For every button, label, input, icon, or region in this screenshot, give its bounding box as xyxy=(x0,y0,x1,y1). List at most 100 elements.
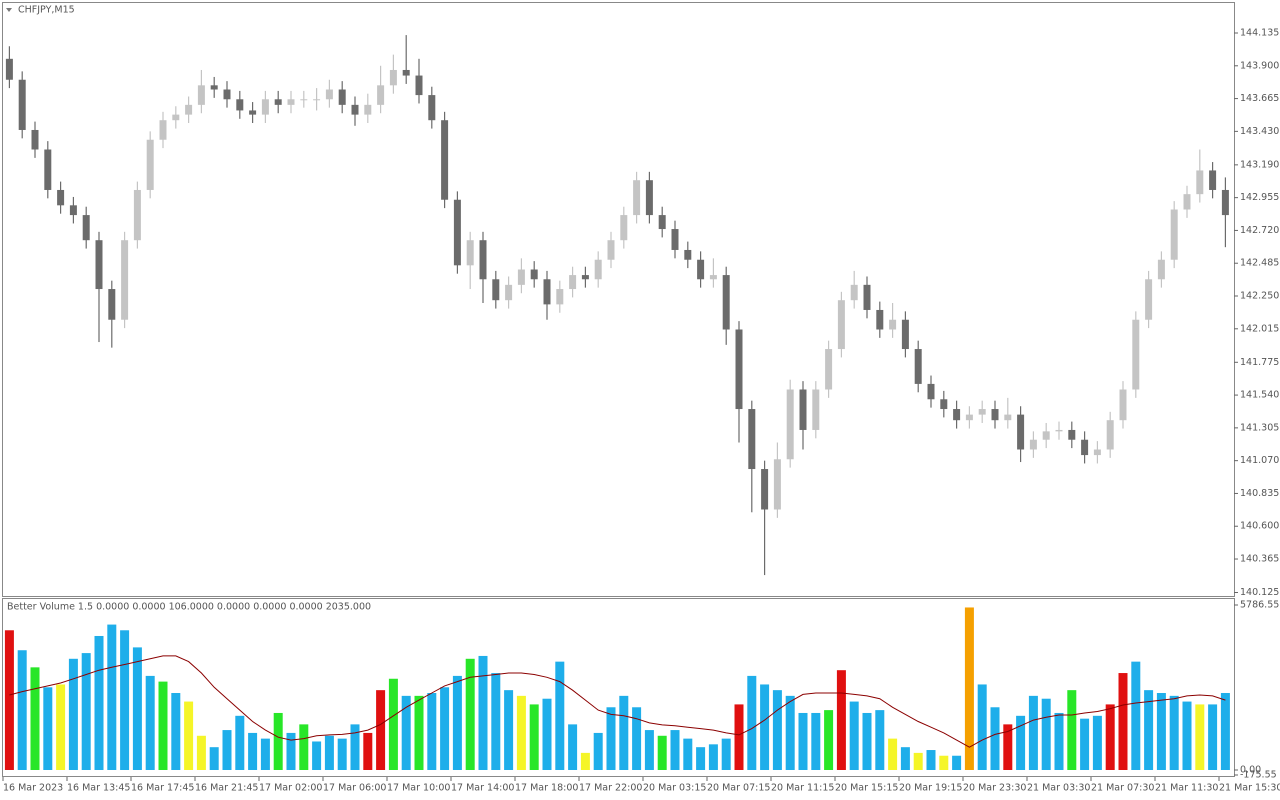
candle-body xyxy=(645,180,653,216)
volume-bar xyxy=(324,735,334,770)
y-tick-label: 142.720 xyxy=(1240,225,1279,236)
candle-body xyxy=(709,275,717,280)
candle-body xyxy=(223,89,231,100)
volume-bar xyxy=(376,690,386,770)
chart-title: CHFJPY,M15 xyxy=(18,5,75,16)
volume-bar xyxy=(81,653,91,770)
volume-bar xyxy=(1156,693,1166,770)
x-tick-label: 17 Mar 14:00 xyxy=(451,783,514,794)
candle-body xyxy=(761,469,769,510)
volume-bar xyxy=(606,707,616,770)
volume-bar xyxy=(1016,715,1026,770)
candle-body xyxy=(108,289,116,320)
candle-body xyxy=(505,284,513,301)
volume-bar xyxy=(1003,724,1013,770)
y-tick-label: 5786.55 xyxy=(1240,600,1279,611)
candle-body xyxy=(1004,414,1012,421)
candle-body xyxy=(325,89,333,100)
volume-bar xyxy=(107,624,117,770)
candle-body xyxy=(991,409,999,421)
candle-body xyxy=(133,189,141,241)
volume-bar xyxy=(964,607,974,770)
symbol-menu-icon[interactable] xyxy=(6,8,12,12)
volume-bar xyxy=(414,695,424,770)
candle-body xyxy=(748,409,756,470)
candle-body xyxy=(889,319,897,330)
volume-bar xyxy=(158,681,168,770)
candle-body xyxy=(1170,209,1178,260)
candle-body xyxy=(313,99,321,101)
volume-bar xyxy=(1041,698,1051,770)
candle-body xyxy=(876,309,884,330)
candle-body xyxy=(927,383,935,400)
volume-bar xyxy=(785,695,795,770)
x-tick-label: 20 Mar 15:15 xyxy=(835,783,898,794)
candle-body xyxy=(799,389,807,430)
volume-bar xyxy=(875,710,885,770)
candle-body xyxy=(1029,439,1037,450)
x-tick-label: 20 Mar 23:30 xyxy=(963,783,1026,794)
volume-bar xyxy=(235,715,245,770)
candle-body xyxy=(671,229,679,250)
candle-body xyxy=(377,85,385,105)
candle-body xyxy=(1196,170,1204,195)
candle-body xyxy=(236,99,244,111)
volume-bar xyxy=(478,655,488,770)
candle-body xyxy=(364,104,372,115)
volume-bar xyxy=(94,635,104,770)
candle-body xyxy=(607,240,615,260)
candle-body xyxy=(57,189,65,206)
volume-bar xyxy=(644,730,654,770)
candle-body xyxy=(863,284,871,310)
candle-body xyxy=(940,399,948,410)
y-tick-label: -175.55 xyxy=(1240,770,1277,781)
candle-body xyxy=(1221,189,1229,216)
volume-bar xyxy=(977,684,987,770)
candle-body xyxy=(18,79,26,130)
x-tick-label: 20 Mar 07:15 xyxy=(707,783,770,794)
candle-body xyxy=(5,58,13,80)
y-tick-label: 141.070 xyxy=(1240,455,1279,466)
candle-body xyxy=(453,199,461,266)
x-tick-label: 17 Mar 10:00 xyxy=(387,783,450,794)
volume-bar xyxy=(388,678,398,770)
candle-body xyxy=(492,279,500,301)
volume-bar xyxy=(862,712,872,770)
candle-body xyxy=(1017,414,1025,450)
x-tick-label: 16 Mar 13:45 xyxy=(67,783,130,794)
volume-bar xyxy=(683,738,693,770)
volume-bar xyxy=(299,724,309,770)
candle-body xyxy=(1157,259,1165,280)
candle-body xyxy=(786,389,794,460)
candle-body xyxy=(210,85,218,90)
candle-body xyxy=(389,69,397,86)
candle-body xyxy=(146,139,154,190)
candle-body xyxy=(1068,429,1076,440)
volume-bar xyxy=(824,710,834,770)
candle-body xyxy=(543,279,551,305)
volume-bar xyxy=(427,693,437,770)
volume-bar xyxy=(248,732,258,770)
volume-bar xyxy=(132,647,142,770)
volume-bar xyxy=(363,732,373,770)
candle-body xyxy=(338,89,346,105)
candle-body xyxy=(1119,389,1127,421)
volume-bar xyxy=(17,650,27,770)
candle-body xyxy=(479,240,487,280)
y-tick-label: 0.00 xyxy=(1240,764,1261,775)
volume-bar xyxy=(68,658,78,770)
candle-body xyxy=(287,99,295,105)
candle-body xyxy=(1093,449,1101,456)
volume-bar xyxy=(1208,704,1218,770)
y-tick-label: 144.135 xyxy=(1240,27,1279,38)
candle-body xyxy=(1209,170,1217,190)
x-tick-label: 16 Mar 2023 xyxy=(3,783,63,794)
y-tick-label: 142.250 xyxy=(1240,291,1279,302)
volume-bar xyxy=(619,695,629,770)
candle-body xyxy=(249,110,257,115)
candle-body xyxy=(978,409,986,415)
volume-bar xyxy=(209,747,219,770)
volume-bar xyxy=(888,738,898,770)
volume-bar xyxy=(312,741,322,770)
